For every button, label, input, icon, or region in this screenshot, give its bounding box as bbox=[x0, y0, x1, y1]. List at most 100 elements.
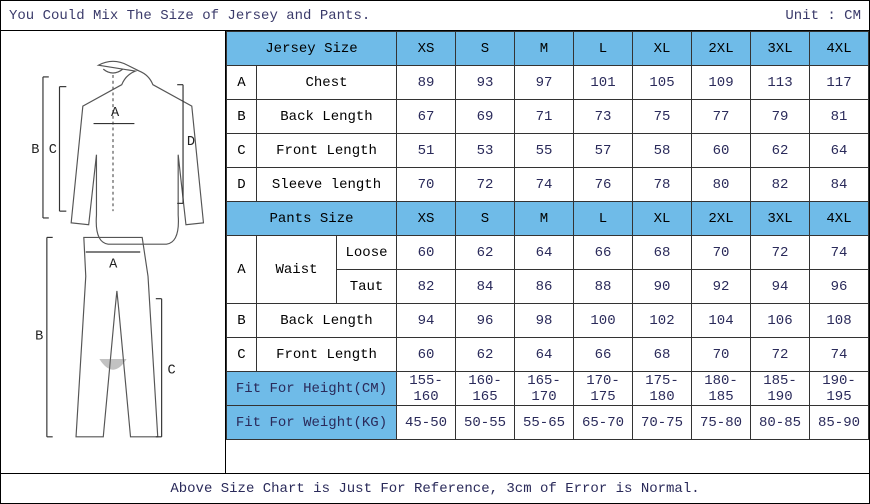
size-col: L bbox=[574, 202, 633, 236]
fit-height-label: Fit For Height(CM) bbox=[227, 372, 397, 406]
cell: 165-170 bbox=[515, 372, 574, 406]
cell: 185-190 bbox=[751, 372, 810, 406]
cell: 71 bbox=[515, 100, 574, 134]
cell: 72 bbox=[751, 236, 810, 270]
cell: 72 bbox=[751, 338, 810, 372]
cell: 45-50 bbox=[397, 406, 456, 440]
size-col-4: XL bbox=[633, 32, 692, 66]
cell: 66 bbox=[574, 338, 633, 372]
cell: C bbox=[227, 338, 257, 372]
cell: 55 bbox=[515, 134, 574, 168]
cell: Back Length bbox=[257, 100, 397, 134]
pants-label-c: C bbox=[167, 364, 175, 379]
cell: D bbox=[227, 168, 257, 202]
table-row: C Front Length 51 53 55 57 58 60 62 64 bbox=[227, 134, 869, 168]
cell: 70 bbox=[397, 168, 456, 202]
cell: 117 bbox=[810, 66, 869, 100]
cell: 75-80 bbox=[692, 406, 751, 440]
cell: 77 bbox=[692, 100, 751, 134]
fit-weight-label: Fit For Weight(KG) bbox=[227, 406, 397, 440]
cell: 55-65 bbox=[515, 406, 574, 440]
cell: 64 bbox=[810, 134, 869, 168]
cell: 104 bbox=[692, 304, 751, 338]
fit-height-row: Fit For Height(CM) 155-160 160-165 165-1… bbox=[227, 372, 869, 406]
cell: 70-75 bbox=[633, 406, 692, 440]
size-col-3: L bbox=[574, 32, 633, 66]
cell: Back Length bbox=[257, 304, 397, 338]
cell: 101 bbox=[574, 66, 633, 100]
size-col: XS bbox=[397, 202, 456, 236]
cell: 78 bbox=[633, 168, 692, 202]
jersey-title: Jersey Size bbox=[227, 32, 397, 66]
size-col-0: XS bbox=[397, 32, 456, 66]
cell: 51 bbox=[397, 134, 456, 168]
cell: 57 bbox=[574, 134, 633, 168]
cell: 175-180 bbox=[633, 372, 692, 406]
cell: B bbox=[227, 304, 257, 338]
size-col: XL bbox=[633, 202, 692, 236]
table-row: B Back Length 94 96 98 100 102 104 106 1… bbox=[227, 304, 869, 338]
jersey-header-row: Jersey Size XS S M L XL 2XL 3XL 4XL bbox=[227, 32, 869, 66]
cell: 84 bbox=[456, 270, 515, 304]
size-table: Jersey Size XS S M L XL 2XL 3XL 4XL A Ch… bbox=[226, 31, 869, 440]
cell: 62 bbox=[751, 134, 810, 168]
header-unit: Unit : CM bbox=[785, 8, 861, 24]
cell: Taut bbox=[337, 270, 397, 304]
cell: A bbox=[227, 236, 257, 304]
cell: 190-195 bbox=[810, 372, 869, 406]
cell: 88 bbox=[574, 270, 633, 304]
size-chart-container: You Could Mix The Size of Jersey and Pan… bbox=[0, 0, 870, 504]
pants-title: Pants Size bbox=[227, 202, 397, 236]
cell: 84 bbox=[810, 168, 869, 202]
size-col-5: 2XL bbox=[692, 32, 751, 66]
cell: C bbox=[227, 134, 257, 168]
header-bar: You Could Mix The Size of Jersey and Pan… bbox=[1, 1, 869, 31]
cell: 94 bbox=[397, 304, 456, 338]
cell: 74 bbox=[810, 338, 869, 372]
cell: 69 bbox=[456, 100, 515, 134]
cell: 81 bbox=[810, 100, 869, 134]
cell: 100 bbox=[574, 304, 633, 338]
cell: 109 bbox=[692, 66, 751, 100]
cell: 102 bbox=[633, 304, 692, 338]
jersey-label-a: A bbox=[111, 106, 120, 121]
cell: 72 bbox=[456, 168, 515, 202]
garment-diagram: A B C D A bbox=[6, 41, 220, 463]
pants-header-row: Pants Size XS S M L XL 2XL 3XL 4XL bbox=[227, 202, 869, 236]
cell: 64 bbox=[515, 236, 574, 270]
cell: 70 bbox=[692, 236, 751, 270]
cell: 66 bbox=[574, 236, 633, 270]
size-col-7: 4XL bbox=[810, 32, 869, 66]
cell: 106 bbox=[751, 304, 810, 338]
main-area: A B C D A bbox=[1, 31, 869, 473]
cell: 94 bbox=[751, 270, 810, 304]
table-row: C Front Length 60 62 64 66 68 70 72 74 bbox=[227, 338, 869, 372]
table-row: A Chest 89 93 97 101 105 109 113 117 bbox=[227, 66, 869, 100]
cell: Front Length bbox=[257, 338, 397, 372]
fit-weight-row: Fit For Weight(KG) 45-50 50-55 55-65 65-… bbox=[227, 406, 869, 440]
cell: 113 bbox=[751, 66, 810, 100]
cell: 93 bbox=[456, 66, 515, 100]
size-col-6: 3XL bbox=[751, 32, 810, 66]
cell: 62 bbox=[456, 338, 515, 372]
cell: 79 bbox=[751, 100, 810, 134]
jersey-label-d: D bbox=[187, 135, 195, 150]
cell: 70 bbox=[692, 338, 751, 372]
cell: 96 bbox=[810, 270, 869, 304]
jersey-collar bbox=[103, 69, 122, 73]
cell: 80-85 bbox=[751, 406, 810, 440]
table-column: Jersey Size XS S M L XL 2XL 3XL 4XL A Ch… bbox=[226, 31, 869, 473]
cell: 60 bbox=[397, 338, 456, 372]
cell: 67 bbox=[397, 100, 456, 134]
size-col: M bbox=[515, 202, 574, 236]
cell: 65-70 bbox=[574, 406, 633, 440]
size-col-2: M bbox=[515, 32, 574, 66]
cell: 68 bbox=[633, 236, 692, 270]
cell: 53 bbox=[456, 134, 515, 168]
cell: 92 bbox=[692, 270, 751, 304]
size-col: 3XL bbox=[751, 202, 810, 236]
size-col: 2XL bbox=[692, 202, 751, 236]
cell: 74 bbox=[810, 236, 869, 270]
cell: Front Length bbox=[257, 134, 397, 168]
cell: 108 bbox=[810, 304, 869, 338]
